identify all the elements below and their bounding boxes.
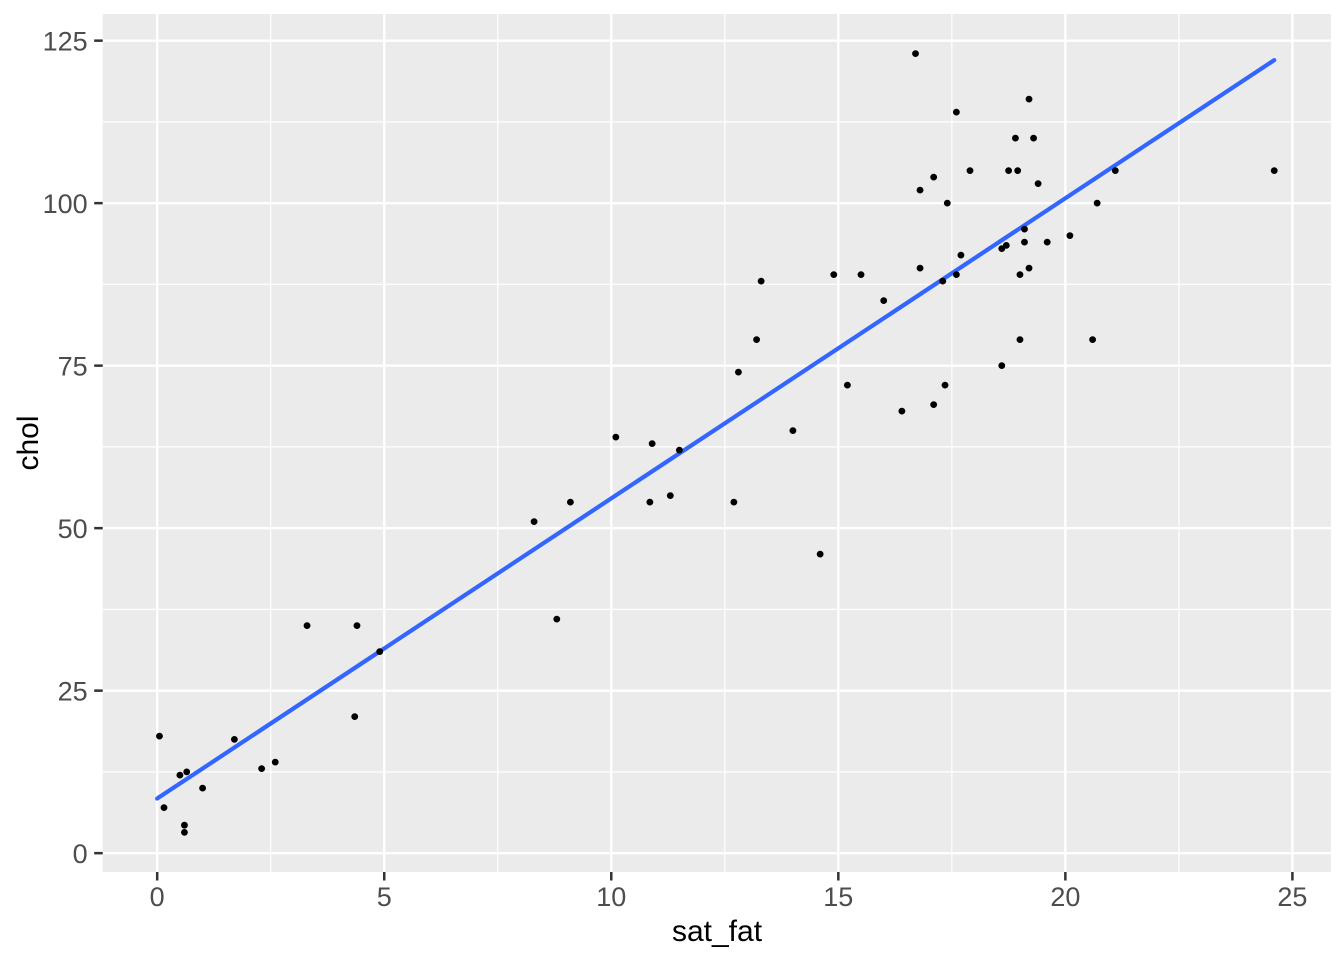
data-point [353, 622, 361, 630]
y-axis-tick-label: 125 [43, 27, 88, 57]
y-axis-tick-label: 100 [43, 189, 88, 219]
data-point [1030, 134, 1037, 142]
x-axis-tick-label: 20 [1050, 882, 1080, 912]
data-point [160, 804, 168, 812]
data-point [912, 50, 919, 58]
data-point [930, 401, 938, 409]
y-axis-tick-label: 0 [73, 839, 88, 869]
data-point [553, 615, 561, 623]
data-point [351, 713, 359, 721]
data-point [1012, 134, 1019, 142]
data-point [830, 271, 838, 279]
data-point [880, 297, 888, 305]
data-point [941, 381, 949, 389]
data-point [646, 498, 654, 506]
data-point [675, 446, 683, 454]
data-point [789, 427, 797, 435]
data-point [1066, 232, 1074, 240]
data-point [271, 758, 279, 766]
data-point [1111, 167, 1119, 175]
data-point [1002, 242, 1010, 249]
data-points-group [156, 50, 1278, 836]
data-point [930, 173, 938, 181]
data-point [916, 186, 924, 194]
data-point [181, 828, 188, 836]
data-point [966, 167, 974, 175]
data-point [957, 251, 965, 259]
y-axis-tick-label: 50 [58, 514, 88, 544]
data-point [757, 277, 765, 285]
x-axis-tick-label: 5 [377, 882, 392, 912]
data-point [1014, 167, 1022, 175]
data-point [943, 199, 951, 207]
data-point [199, 784, 206, 792]
x-axis-tick-label: 10 [596, 882, 626, 912]
x-axis-tick-label: 25 [1277, 882, 1307, 912]
regression-line-group [155, 58, 1277, 801]
data-point [303, 622, 311, 630]
data-point [1021, 238, 1028, 246]
data-point [898, 407, 906, 415]
data-point [258, 765, 266, 773]
data-point [666, 492, 674, 500]
data-point [648, 440, 656, 448]
x-axis-tick-label: 15 [823, 882, 853, 912]
axis-tick-labels-group: 0 5 10 15 20 25 0 25 50 75 100 125 [43, 27, 1308, 912]
data-point [857, 271, 865, 279]
data-point [567, 498, 574, 506]
grid-minor-lines [102, 14, 1331, 872]
data-point [730, 498, 738, 506]
data-point [183, 768, 191, 776]
data-point [998, 362, 1006, 370]
data-point [1034, 180, 1042, 188]
data-point [952, 271, 960, 279]
data-point [156, 732, 163, 740]
data-point [1005, 167, 1012, 175]
y-axis-tick-label: 25 [58, 677, 88, 707]
data-point [916, 264, 924, 272]
data-point [939, 277, 947, 285]
y-axis-title: chol [12, 415, 45, 470]
data-point [176, 771, 184, 779]
data-point [952, 108, 960, 116]
axis-tick-marks-group [94, 39, 1294, 881]
data-point [1089, 336, 1097, 344]
data-point [1016, 336, 1024, 344]
data-point [1021, 225, 1028, 233]
data-point [1025, 264, 1033, 272]
data-point [612, 433, 620, 441]
data-point [1093, 199, 1101, 207]
x-axis-title: sat_fat [672, 915, 763, 948]
data-point [1270, 167, 1278, 175]
data-point [753, 336, 760, 344]
data-point [376, 648, 384, 656]
data-point [181, 821, 188, 829]
data-point [843, 381, 851, 389]
data-point [1043, 238, 1051, 246]
data-point [1016, 271, 1024, 279]
x-axis-tick-label: 0 [150, 882, 165, 912]
y-axis-tick-label: 75 [58, 352, 88, 382]
data-point [230, 736, 238, 743]
data-point [1025, 95, 1033, 103]
data-point [816, 550, 824, 558]
grid-major-lines [102, 14, 1331, 872]
data-point [530, 518, 538, 526]
regression-line [155, 58, 1277, 801]
data-point [735, 368, 742, 376]
